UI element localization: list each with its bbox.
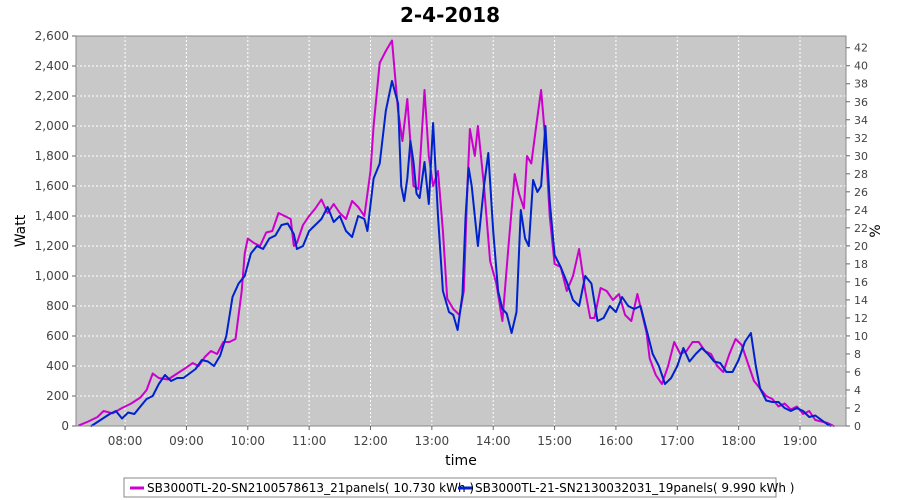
chart-title: 2-4-2018 [400,3,500,27]
series-lines [78,39,835,427]
y-tick-label-9: 1,800 [35,149,69,163]
y2-tick-label-1: 2 [854,402,861,415]
plot-area [76,36,846,426]
y-tick-label-13: 2,600 [35,29,69,43]
y2-tick-label-20: 40 [854,60,868,73]
x-tick-label-1: 09:00 [169,434,204,448]
y2-tick-label-9: 18 [854,258,868,271]
y2-tick-label-14: 28 [854,168,868,181]
y2-tick-label-15: 30 [854,150,868,163]
y2-tick-label-16: 32 [854,132,868,145]
y2-tick-label-2: 4 [854,384,861,397]
x-tick-label-3: 11:00 [292,434,327,448]
y-tick-label-11: 2,200 [35,89,69,103]
y2-tick-label-0: 0 [854,420,861,433]
x-axis-label: time [445,453,477,469]
y-tick-label-12: 2,400 [35,59,69,73]
y2-tick-label-11: 22 [854,222,868,235]
y2-tick-label-21: 42 [854,42,868,55]
x-tick-label-11: 19:00 [783,434,818,448]
x-tick-label-10: 18:00 [721,434,756,448]
x-tick-label-0: 08:00 [108,434,143,448]
legend-frame [123,477,777,498]
x-tick-label-4: 12:00 [353,434,388,448]
y2-tick-label-10: 20 [854,240,868,253]
x-tick-label-9: 17:00 [660,434,695,448]
y-axis-label: Watt [13,214,29,247]
y2-tick-label-8: 16 [854,276,868,289]
x-tick-label-2: 10:00 [230,434,265,448]
y2-tick-label-19: 38 [854,78,868,91]
y2-axis-label: % [868,224,884,237]
y2-tick-label-18: 36 [854,96,868,109]
y-tick-label-1: 200 [46,389,69,403]
y-tick-label-3: 600 [46,329,69,343]
legend-entry-series-2: SB3000TL-21-SN2130032031_19panels( 9.990… [475,481,794,495]
y2-tick-label-4: 8 [854,348,861,361]
x-tick-label-8: 16:00 [599,434,634,448]
y-tick-label-2: 400 [46,359,69,373]
legend: SB3000TL-20-SN2100578613_21panels( 10.73… [123,477,794,498]
y-tick-label-8: 1,600 [35,179,69,193]
series-line-1 [78,39,835,427]
y2-tick-label-12: 24 [854,204,868,217]
y-tick-label-0: 0 [61,419,69,433]
axes: 02004006008001,0001,2001,4001,6001,8002,… [35,29,868,448]
y-tick-label-10: 2,000 [35,119,69,133]
grid [76,35,846,427]
plot-border [75,35,847,427]
y2-tick-label-7: 14 [854,294,868,307]
series-line-2 [90,80,832,427]
legend-entry-series-1: SB3000TL-20-SN2100578613_21panels( 10.73… [147,481,474,495]
y-tick-label-6: 1,200 [35,239,69,253]
y2-tick-label-5: 10 [854,330,868,343]
x-tick-label-5: 13:00 [415,434,450,448]
y-tick-label-4: 800 [46,299,69,313]
y2-tick-label-6: 12 [854,312,868,325]
y-tick-label-5: 1,000 [35,269,69,283]
x-tick-label-6: 14:00 [476,434,511,448]
x-tick-label-7: 15:00 [537,434,572,448]
y2-tick-label-3: 6 [854,366,861,379]
y-tick-label-7: 1,400 [35,209,69,223]
y2-tick-label-13: 26 [854,186,868,199]
y2-tick-label-17: 34 [854,114,868,127]
